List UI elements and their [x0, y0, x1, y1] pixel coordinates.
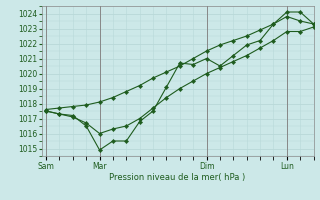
X-axis label: Pression niveau de la mer( hPa ): Pression niveau de la mer( hPa ) [109, 173, 246, 182]
